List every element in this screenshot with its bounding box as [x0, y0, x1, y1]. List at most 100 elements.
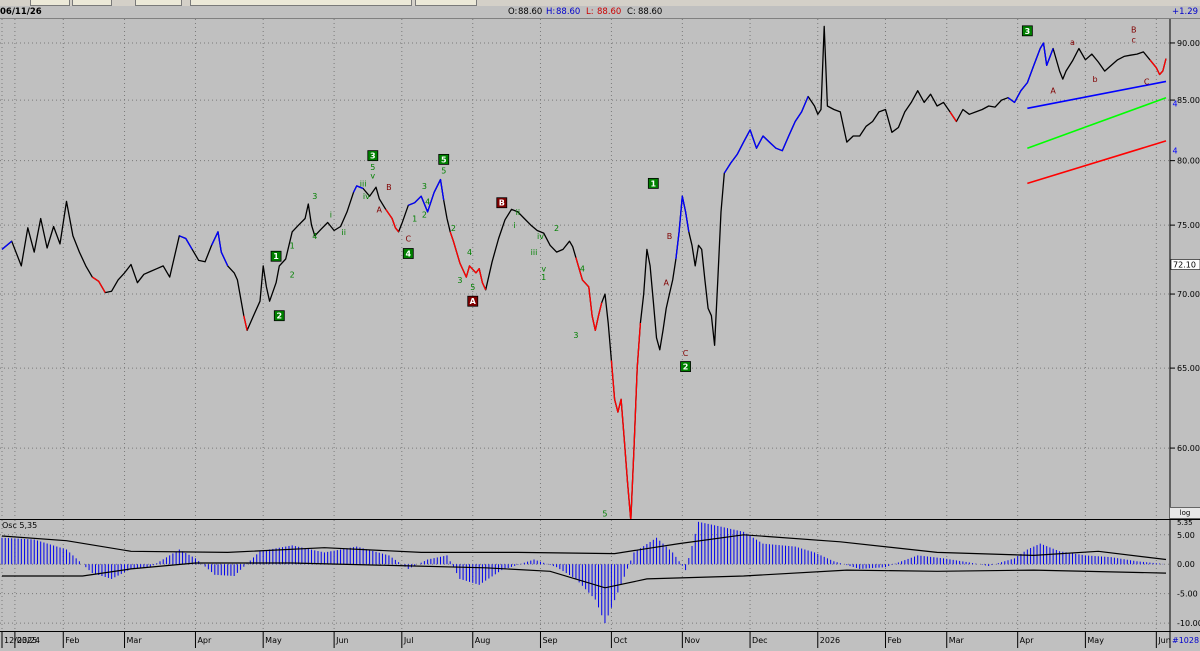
date-label: 2026	[820, 636, 840, 645]
price-plot-area	[0, 19, 1170, 519]
wave-label: 2	[451, 224, 456, 233]
last-value-marker: 72.10	[1170, 259, 1200, 270]
price-line-up	[408, 178, 445, 213]
wave-label: 4	[580, 265, 585, 274]
wave-label: c	[1132, 36, 1136, 45]
price-line-down	[385, 208, 400, 233]
y-tick-label: 75.00	[1177, 221, 1200, 230]
osc-tick-label: 5.00	[1177, 531, 1195, 540]
wave-label: 5	[370, 163, 375, 172]
channel-label: 4	[1172, 147, 1177, 156]
wave-box	[367, 150, 379, 162]
wave-label: b	[1093, 75, 1098, 84]
wave-label: 3	[573, 331, 578, 340]
log-scale-button[interactable]: log	[1169, 507, 1200, 519]
wave-label: C	[683, 349, 689, 358]
price-line-down	[610, 322, 642, 519]
price-line-up	[352, 185, 364, 193]
date-label: Oct	[613, 636, 627, 645]
wave-label: 5	[602, 509, 607, 518]
toolbar-button[interactable]	[415, 0, 477, 6]
wave-label: iii	[531, 248, 538, 257]
wave-box-label: 2	[277, 312, 283, 321]
horizontal-grid	[0, 42, 1170, 449]
vertical-grid	[1, 19, 1157, 519]
date-label: Mar	[127, 636, 143, 645]
y-tick-label: 85.00	[1177, 96, 1200, 105]
wave-label: v	[370, 172, 375, 181]
price-line-up	[1007, 42, 1054, 104]
bar-count: #1028	[1172, 636, 1199, 645]
wave-label: 2	[290, 270, 295, 279]
oscillator-label: Osc 5,35	[2, 521, 37, 530]
price-line-up	[1, 240, 13, 250]
oscillator-plot-area	[0, 519, 1200, 631]
channel-label: 4	[1172, 100, 1177, 109]
high-label: H:	[546, 7, 556, 17]
wave-label: 2	[422, 211, 427, 220]
wave-label: 5	[441, 167, 446, 176]
low-label: L:	[586, 7, 594, 17]
wave-box-label: 4	[405, 249, 411, 258]
toolbar-button[interactable]	[135, 0, 182, 6]
price-line-down	[1149, 58, 1167, 76]
date-label: Apr	[1020, 636, 1035, 645]
wave-label: 3	[422, 182, 427, 191]
wave-label: i	[514, 221, 516, 230]
price-axis: 60.00 65.00 70.00 75.00 80.00 85.00 90.00	[1170, 39, 1200, 453]
wave-box-label: 2	[683, 363, 689, 372]
wave-box	[402, 248, 414, 259]
log-scale-label: log	[1179, 509, 1191, 517]
price-line-down	[449, 231, 487, 291]
osc-lower-band	[2, 562, 1167, 589]
wave-label: C	[405, 235, 411, 244]
date-label: Apr	[197, 636, 212, 645]
price-line-down	[949, 111, 957, 122]
wave-label: iv	[363, 192, 370, 201]
wave-box-label: 3	[1025, 27, 1031, 36]
wave-label: A	[377, 205, 383, 214]
price-line-up	[723, 96, 809, 174]
date-axis: 12/03/24 2025 Feb Mar Apr May Jun Jul Aug Sep Oct N…	[0, 631, 1200, 648]
date-label: Jun	[335, 636, 349, 645]
y-tick-label: 70.00	[1177, 290, 1200, 299]
osc-tick-label: -5.00	[1177, 590, 1198, 599]
wave-label: 1	[290, 241, 295, 250]
last-value-text: 72.10	[1173, 261, 1196, 270]
high-value: 88.60	[556, 7, 581, 17]
last-value-box	[1170, 259, 1200, 270]
wave-box	[438, 153, 450, 165]
wave-label: B	[386, 183, 392, 192]
chart-date: 06/11/26	[0, 7, 42, 17]
wave-label: ii	[516, 208, 520, 217]
wave-box	[496, 197, 508, 209]
price-line-up	[675, 195, 690, 260]
wave-box-label: 1	[651, 179, 657, 188]
wave-label: 4	[467, 248, 472, 257]
oscillator-grid	[0, 520, 1170, 631]
date-label: Nov	[684, 636, 700, 645]
toolbar-button[interactable]	[72, 0, 112, 6]
date-label: Feb	[65, 636, 79, 645]
wave-box	[273, 310, 285, 322]
wave-box-label: 1	[273, 252, 279, 261]
price-series	[1, 25, 1167, 519]
wave-box	[270, 250, 282, 262]
toolbar-button[interactable]	[30, 0, 70, 6]
wave-label: 2	[554, 224, 559, 233]
date-label: Feb	[887, 636, 901, 645]
oscillator-panel[interactable]: 5.00 0.00 -5.00 -10.00 5.35 Osc 5,35	[0, 519, 1200, 631]
y-tick-label: 80.00	[1177, 157, 1200, 166]
wave-label: 5	[470, 283, 475, 292]
wave-label: 3	[312, 192, 317, 201]
wave-label: B	[667, 232, 673, 241]
date-label: 12/03/24	[4, 636, 40, 645]
open-label: O:	[508, 7, 518, 17]
channel-line	[1027, 140, 1167, 185]
wave-label: 3	[457, 276, 462, 285]
wave-label: iv	[537, 232, 544, 241]
wave-box	[1021, 25, 1033, 37]
toolbar-button[interactable]	[190, 0, 412, 6]
wave-label: B	[1131, 26, 1137, 35]
